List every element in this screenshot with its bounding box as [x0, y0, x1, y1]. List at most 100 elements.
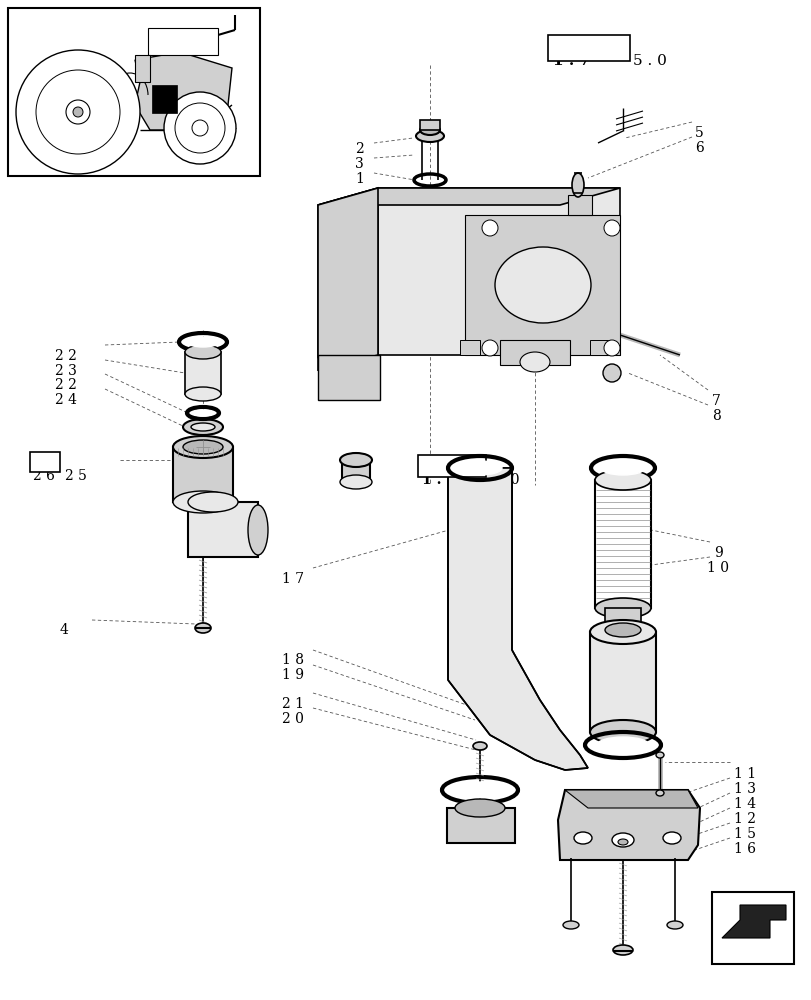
- Bar: [547, 35, 629, 61]
- Text: 6: 6: [694, 141, 703, 155]
- Bar: [446, 808, 514, 843]
- Bar: [465, 215, 620, 355]
- Polygon shape: [568, 195, 591, 215]
- Ellipse shape: [173, 436, 233, 458]
- Text: 1 6: 1 6: [733, 842, 755, 856]
- Text: 1 8: 1 8: [281, 653, 303, 667]
- Ellipse shape: [185, 387, 221, 401]
- Ellipse shape: [36, 70, 120, 154]
- Ellipse shape: [188, 492, 238, 512]
- Ellipse shape: [193, 410, 212, 416]
- Ellipse shape: [571, 173, 583, 197]
- Ellipse shape: [604, 623, 640, 637]
- Text: 2 2: 2 2: [55, 349, 77, 363]
- Ellipse shape: [191, 423, 215, 431]
- Text: 2 1: 2 1: [281, 697, 303, 711]
- Polygon shape: [318, 188, 620, 205]
- Polygon shape: [557, 790, 699, 860]
- Ellipse shape: [612, 945, 633, 955]
- Bar: [500, 340, 569, 365]
- Bar: [185, 352, 221, 394]
- Ellipse shape: [182, 419, 223, 435]
- Ellipse shape: [16, 50, 139, 174]
- Ellipse shape: [519, 352, 549, 372]
- Ellipse shape: [415, 130, 444, 142]
- Ellipse shape: [603, 340, 620, 356]
- Bar: [594, 480, 650, 608]
- Bar: [419, 120, 440, 130]
- Ellipse shape: [187, 337, 219, 347]
- Ellipse shape: [419, 125, 440, 135]
- Ellipse shape: [495, 247, 590, 323]
- Ellipse shape: [562, 921, 578, 929]
- Polygon shape: [148, 28, 217, 55]
- Ellipse shape: [340, 475, 371, 489]
- Ellipse shape: [590, 720, 655, 744]
- Ellipse shape: [666, 921, 682, 929]
- Bar: [173, 447, 233, 502]
- Text: 2: 2: [354, 142, 363, 156]
- Text: 1 3: 1 3: [733, 782, 755, 796]
- Ellipse shape: [663, 832, 680, 844]
- Ellipse shape: [453, 782, 505, 798]
- Ellipse shape: [247, 505, 268, 555]
- Text: 1 5: 1 5: [733, 827, 755, 841]
- Polygon shape: [448, 468, 587, 770]
- Ellipse shape: [655, 752, 663, 758]
- Text: 2 2: 2 2: [55, 378, 77, 392]
- Bar: [341, 460, 370, 482]
- Ellipse shape: [594, 470, 650, 490]
- Text: 2 5: 2 5: [65, 469, 87, 483]
- Text: 4: 4: [60, 623, 69, 637]
- Ellipse shape: [340, 453, 371, 467]
- Bar: [590, 340, 609, 355]
- Ellipse shape: [454, 799, 504, 817]
- Text: 7: 7: [711, 394, 720, 408]
- Ellipse shape: [596, 737, 648, 753]
- Text: 2 3: 2 3: [55, 364, 77, 378]
- Ellipse shape: [185, 345, 221, 359]
- Ellipse shape: [173, 491, 233, 513]
- Polygon shape: [135, 52, 232, 130]
- Bar: [460, 340, 479, 355]
- Ellipse shape: [600, 461, 644, 475]
- Text: 1 1: 1 1: [733, 767, 755, 781]
- Ellipse shape: [457, 461, 501, 475]
- Polygon shape: [318, 188, 378, 358]
- Polygon shape: [721, 905, 785, 938]
- Bar: [30, 452, 60, 472]
- Ellipse shape: [195, 623, 211, 633]
- Ellipse shape: [66, 100, 90, 124]
- Ellipse shape: [603, 220, 620, 236]
- Bar: [318, 355, 380, 400]
- Text: 1 4: 1 4: [733, 797, 755, 811]
- Ellipse shape: [182, 440, 223, 454]
- Text: 1 9: 1 9: [281, 668, 303, 682]
- Bar: [590, 632, 655, 732]
- Text: 5 . 0: 5 . 0: [488, 473, 519, 487]
- Ellipse shape: [191, 120, 208, 136]
- Ellipse shape: [482, 340, 497, 356]
- Text: 5 . 0: 5 . 0: [633, 54, 666, 68]
- Text: 9: 9: [713, 546, 722, 560]
- Polygon shape: [564, 790, 697, 808]
- Bar: [188, 502, 258, 557]
- Ellipse shape: [611, 833, 633, 847]
- Text: 1: 1: [354, 172, 363, 186]
- Ellipse shape: [590, 620, 655, 644]
- Ellipse shape: [617, 839, 627, 845]
- Ellipse shape: [164, 92, 236, 164]
- Ellipse shape: [594, 598, 650, 618]
- Text: 1 7: 1 7: [281, 572, 304, 586]
- Text: 1 . 7: 1 . 7: [422, 473, 456, 487]
- Text: 1 0: 1 0: [706, 561, 728, 575]
- Text: 2 0: 2 0: [281, 712, 303, 726]
- Polygon shape: [318, 188, 378, 370]
- Ellipse shape: [603, 364, 620, 382]
- Bar: [8, 8, 260, 176]
- Bar: [711, 892, 793, 964]
- Bar: [448, 468, 512, 588]
- Ellipse shape: [573, 832, 591, 844]
- Ellipse shape: [482, 220, 497, 236]
- Ellipse shape: [175, 103, 225, 153]
